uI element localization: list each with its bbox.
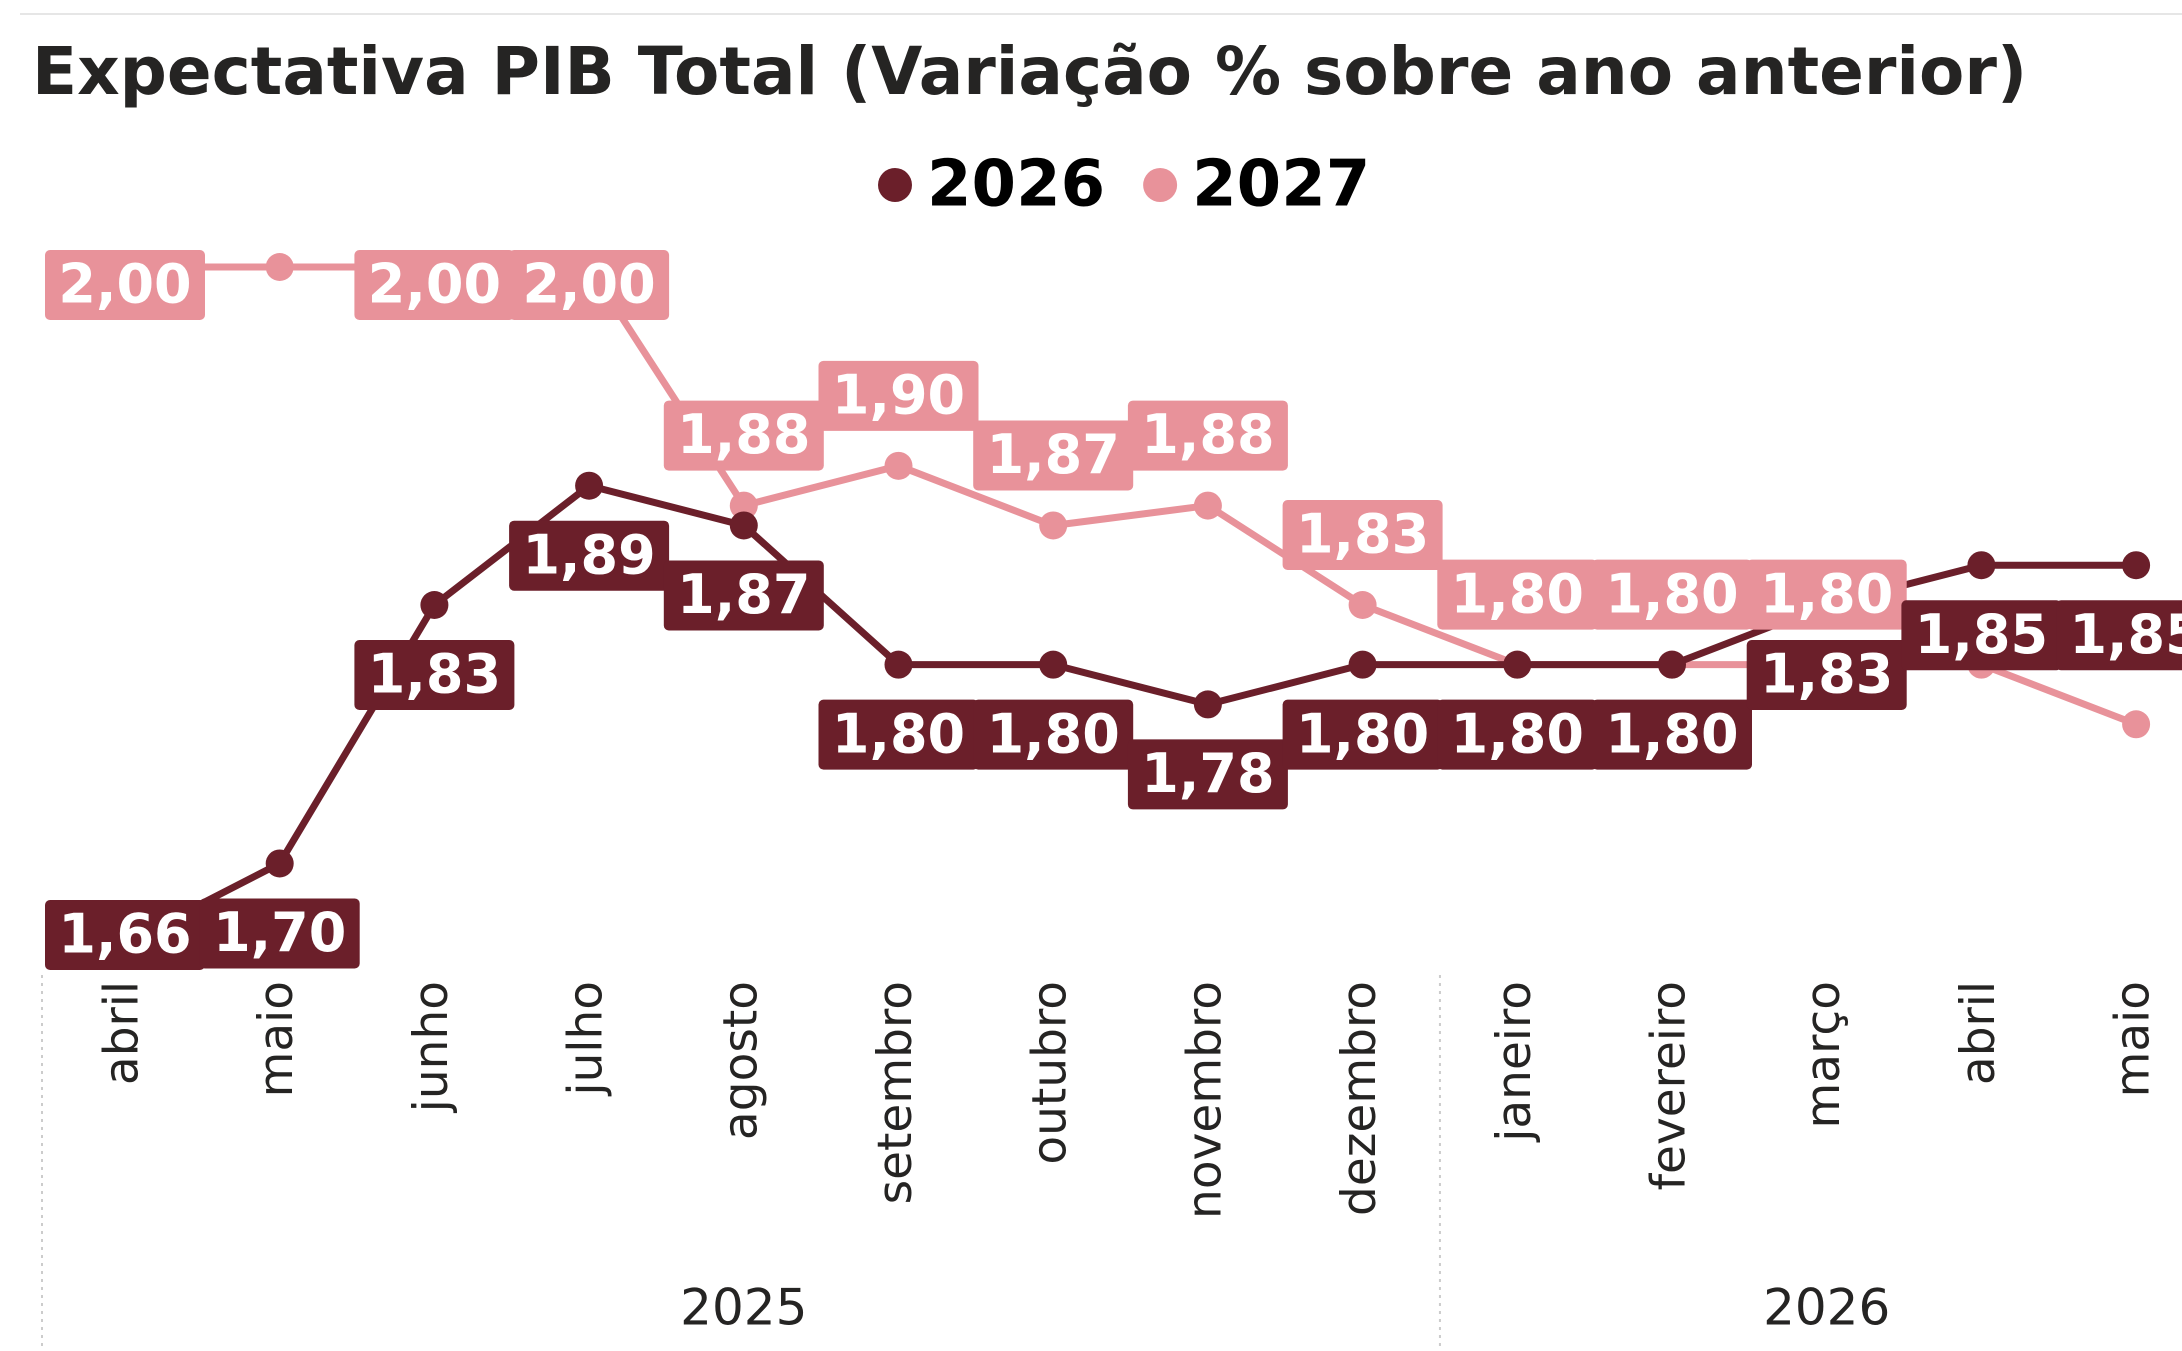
data-label-box: [973, 699, 1134, 770]
data-point: [1039, 511, 1068, 540]
legend-label: 2026: [927, 148, 1105, 222]
data-label-box: [1901, 600, 2062, 671]
data-label-box: [509, 250, 670, 320]
data-point: [1967, 551, 1996, 580]
x-group-label: 2025: [680, 1279, 807, 1337]
data-label-box: [973, 420, 1134, 491]
data-label-box: [2056, 600, 2182, 671]
data-label: 1,80: [1605, 562, 1738, 625]
data-point: [884, 650, 913, 679]
data-label: 1,83: [368, 643, 501, 706]
data-label-box: [1282, 699, 1443, 770]
x-tick-label: novembro: [1177, 981, 1232, 1219]
data-label: 1,80: [1451, 702, 1584, 765]
data-label: 2,00: [522, 253, 655, 316]
data-label: 1,78: [1141, 742, 1274, 805]
x-tick-label: outubro: [1023, 981, 1078, 1165]
data-point: [2122, 551, 2151, 580]
data-point: [884, 451, 913, 480]
data-point: [729, 511, 758, 540]
x-tick-label: dezembro: [1332, 981, 1387, 1216]
data-label: 1,83: [1296, 503, 1429, 566]
data-label-box: [1437, 699, 1598, 770]
data-point: [1658, 650, 1686, 679]
data-label: 1,80: [1760, 562, 1893, 625]
data-label-box: [1746, 640, 1907, 710]
data-label: 1,89: [522, 523, 655, 586]
data-point: [1348, 591, 1377, 619]
data-label-box: [1127, 739, 1288, 810]
x-tick-label: março: [1796, 981, 1851, 1128]
data-label-box: [818, 699, 979, 770]
data-label-box: [354, 250, 515, 320]
x-tick-label: junho: [404, 981, 459, 1113]
chart-title: Expectativa PIB Total (Variação % sobre …: [32, 33, 2027, 110]
data-label: 1,88: [677, 403, 810, 466]
x-tick-label: abril: [95, 981, 150, 1085]
data-label: 1,66: [58, 903, 191, 966]
data-label: 1,70: [213, 901, 346, 964]
data-label: 1,80: [1451, 562, 1584, 625]
data-label: 1,90: [832, 363, 965, 426]
data-point: [265, 253, 294, 281]
x-tick-label: fevereiro: [1642, 981, 1697, 1191]
data-point: [1193, 491, 1222, 520]
data-point: [1503, 650, 1532, 679]
data-label: 1,85: [1915, 603, 2048, 666]
data-label-box: [663, 560, 824, 631]
data-point: [1348, 650, 1377, 679]
data-label: 2,00: [368, 253, 501, 316]
data-point: [729, 491, 758, 520]
x-tick-label: setembro: [868, 981, 923, 1204]
data-label: 1,80: [1605, 702, 1738, 765]
data-label-box: [1746, 559, 1907, 630]
x-tick-label: abril: [1951, 981, 2006, 1085]
data-label: 1,87: [987, 423, 1120, 486]
data-point: [420, 591, 449, 619]
data-label: 1,83: [1760, 643, 1893, 706]
data-label-box: [1437, 559, 1598, 630]
data-label-box: [1127, 400, 1288, 471]
data-label: 1,85: [2069, 603, 2182, 666]
data-point: [265, 849, 294, 878]
legend-label: 2027: [1192, 148, 1370, 222]
data-label-box: [818, 360, 979, 431]
data-label: 1,80: [1296, 702, 1429, 765]
x-tick-label: agosto: [713, 981, 768, 1140]
x-tick-label: maio: [249, 981, 304, 1097]
data-point: [2122, 710, 2151, 739]
x-tick-label: janeiro: [1487, 981, 1542, 1143]
legend-marker: [1143, 168, 1178, 202]
data-point: [575, 471, 604, 500]
x-tick-label: julho: [559, 981, 614, 1096]
legend-marker: [878, 168, 912, 202]
data-label-box: [1282, 500, 1443, 570]
data-label: 1,80: [832, 702, 965, 765]
x-tick-label: maio: [2106, 981, 2161, 1097]
data-label-box: [1592, 699, 1752, 770]
data-label-box: [663, 400, 824, 471]
data-point: [1193, 690, 1222, 719]
data-label-box: [45, 900, 205, 970]
data-label-box: [1592, 559, 1752, 630]
data-label: 2,00: [58, 253, 191, 316]
data-label-box: [354, 640, 515, 710]
data-label: 1,87: [677, 563, 810, 626]
data-label-box: [45, 250, 205, 320]
data-label-box: [509, 520, 670, 591]
x-group-label: 2026: [1763, 1279, 1890, 1337]
data-label-box: [199, 898, 360, 969]
data-label: 1,88: [1141, 403, 1274, 466]
data-point: [1039, 650, 1068, 679]
data-label: 1,80: [987, 702, 1120, 765]
